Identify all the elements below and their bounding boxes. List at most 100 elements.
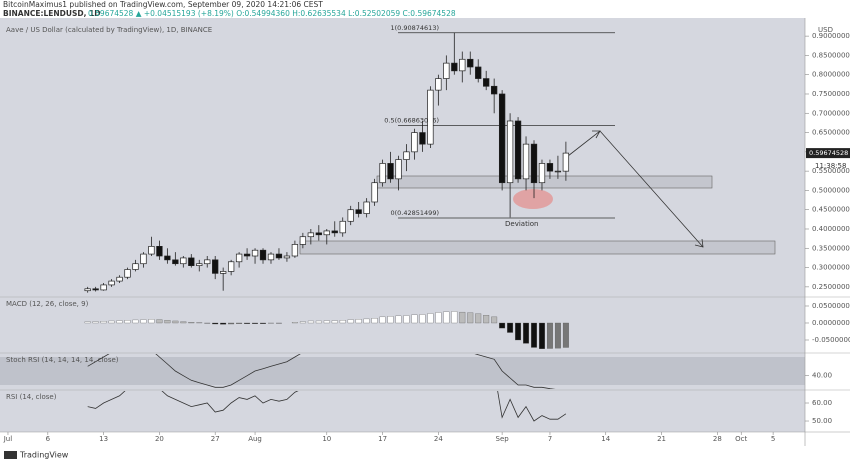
candle-body: [420, 133, 426, 145]
macd-bar: [523, 323, 529, 343]
macd-bar: [563, 323, 569, 347]
candle-body: [507, 121, 513, 183]
candle-body: [404, 152, 410, 160]
candle-body: [188, 258, 194, 266]
candle-body: [157, 246, 163, 256]
macd-bar: [236, 323, 242, 324]
candle-body: [467, 59, 473, 67]
last-price: 0.59674528: [809, 149, 848, 157]
macd-bar: [316, 321, 322, 323]
macd-bar: [109, 321, 115, 323]
candle-body: [268, 254, 274, 260]
candle-body: [276, 254, 282, 258]
candle-body: [340, 221, 346, 233]
macd-bar: [188, 322, 194, 323]
macd-bar: [157, 320, 163, 323]
symbol: BINANCE:LENDUSD, 1D: [3, 9, 101, 18]
macd-bar: [332, 321, 338, 323]
macd-bar: [491, 317, 497, 323]
macd-bar: [475, 314, 481, 323]
macd-bar: [308, 321, 314, 323]
candle-body: [228, 262, 234, 272]
candle-body: [173, 260, 179, 264]
x-tick-label: 24: [434, 435, 443, 443]
macd-bar: [420, 314, 426, 323]
candle-body: [165, 256, 171, 260]
x-tick-label: Oct: [735, 435, 747, 443]
candle-body: [316, 233, 322, 235]
macd-bar: [165, 320, 171, 323]
candle-body: [236, 254, 242, 262]
macd-bar: [252, 323, 258, 324]
x-tick-label: Sep: [496, 435, 510, 443]
macd-bar: [101, 321, 107, 323]
candle-body: [356, 210, 362, 214]
x-tick-label: 14: [601, 435, 610, 443]
indicator-tick-label: 60.00: [812, 399, 832, 407]
macd-bar: [85, 322, 91, 323]
macd-bar: [149, 319, 155, 323]
candle-body: [547, 163, 553, 171]
candle-body: [396, 160, 402, 179]
candle-body: [388, 163, 394, 178]
x-tick-label: Aug: [248, 435, 262, 443]
candle-body: [364, 202, 370, 214]
countdown: 11:38:58: [815, 162, 846, 170]
macd-bar: [444, 312, 450, 323]
x-tick-label: Jul: [3, 435, 13, 443]
candle-body: [260, 250, 266, 260]
candle-body: [308, 233, 314, 237]
macd-bar: [324, 321, 330, 323]
candle-body: [212, 260, 218, 274]
macd-bar: [173, 321, 179, 323]
macd-bar: [531, 323, 537, 347]
x-tick-label: 6: [46, 435, 51, 443]
x-tick-label: 17: [378, 435, 387, 443]
x-tick-label: 20: [155, 435, 164, 443]
macd-bar: [348, 320, 354, 323]
footer: TradingView: [19, 451, 69, 460]
candle-body: [300, 237, 306, 245]
macd-bar: [404, 316, 410, 323]
candle-body: [133, 264, 139, 270]
macd-bar: [212, 323, 218, 324]
macd-bar: [141, 320, 147, 323]
candle-body: [149, 246, 155, 254]
candle-body: [220, 271, 226, 273]
unit: USD: [818, 26, 833, 34]
candle-body: [204, 260, 210, 264]
macd-bar: [117, 321, 123, 323]
candle-body: [324, 231, 330, 235]
macd-bar: [499, 323, 505, 328]
candle-body: [196, 264, 202, 266]
candle-body: [252, 250, 258, 256]
macd-bar: [228, 323, 234, 324]
logo: [4, 451, 17, 459]
fib-label: 1(0.90874613): [391, 24, 440, 32]
candle-body: [515, 121, 521, 179]
candle-body: [372, 183, 378, 202]
x-tick-label: 7: [548, 435, 552, 443]
candle-body: [428, 90, 434, 144]
indicator-tick-label: 0.00000000: [812, 319, 850, 327]
deviation-highlight: [513, 189, 553, 209]
macd-bar: [428, 313, 434, 323]
candle-body: [531, 144, 537, 183]
candle-body: [499, 94, 505, 183]
support-zone: [300, 241, 775, 254]
candle-body: [436, 79, 442, 91]
candle-body: [85, 289, 91, 291]
indicator-tick-label: 40.00: [812, 372, 832, 380]
candle-body: [523, 144, 529, 179]
macd-bar: [467, 313, 473, 323]
quote: 0.59674528 ▲ +0.04515193 (+8.19%) O:0.54…: [88, 9, 456, 18]
